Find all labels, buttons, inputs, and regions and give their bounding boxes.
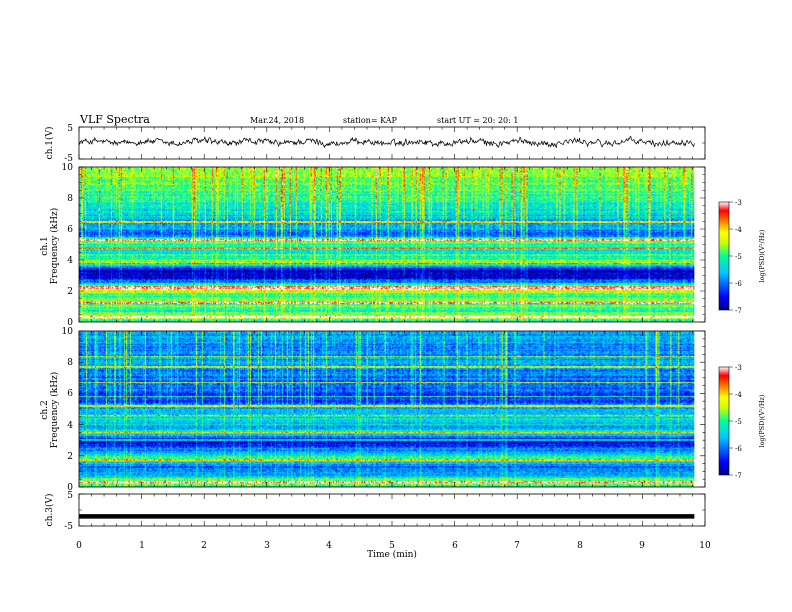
time-tick-6: 6 <box>452 541 458 551</box>
axis-tick-marks <box>78 126 706 160</box>
ch2-freq-tick-6: 6 <box>67 389 73 399</box>
ch2-colorbar-tick--7: -7 <box>735 472 742 480</box>
ch1-colorbar <box>718 201 730 311</box>
time-tick-4: 4 <box>326 541 332 551</box>
start-time-label: start UT = 20: 20: 1 <box>437 116 518 125</box>
station-label: station= KAP <box>343 116 398 125</box>
axis-tick-marks <box>78 330 706 488</box>
ch3-waveform-panel: 5 -5 ch.3(V) <box>44 491 706 532</box>
ch2-spectrogram-image <box>79 331 695 487</box>
ch1-waveform-line <box>78 135 695 149</box>
axis-tick-marks <box>78 166 706 323</box>
ch1-freq-tick-10: 10 <box>62 163 74 173</box>
ch2-freq-tick-2: 2 <box>67 452 73 462</box>
ch1-spectrogram-ticks <box>78 166 706 323</box>
axis-tick-marks <box>78 493 706 527</box>
ch1-ylabel: ch.1(V) <box>44 127 55 160</box>
ch1-colorbar-ticks <box>729 201 733 311</box>
ch1-colorbar-tick--6: -6 <box>735 280 742 288</box>
time-axis: 0 1 2 3 4 5 6 7 8 9 10 Time (min) <box>76 541 711 560</box>
ch1-spectrogram-image <box>79 167 695 322</box>
ch2-freq-tick-4: 4 <box>67 421 73 431</box>
ch1-frequency-label: Frequency (kHz) <box>49 208 60 285</box>
time-tick-1: 1 <box>139 541 145 551</box>
ch2-freq-tick-8: 8 <box>67 358 73 368</box>
time-tick-9: 9 <box>639 541 645 551</box>
time-tick-7: 7 <box>514 541 520 551</box>
ch1-freq-tick-6: 6 <box>67 225 73 235</box>
figure-title: VLF Spectra <box>79 113 150 126</box>
ch3-waveform-ticks <box>78 493 706 527</box>
ch2-frequency-label: Frequency (kHz) <box>49 372 60 449</box>
ch2-spectrogram-ticks <box>78 330 706 488</box>
ch2-colorbar <box>718 366 730 476</box>
ch1-colorbar-tick--3: -3 <box>735 199 742 207</box>
ch2-freq-tick-0: 0 <box>67 483 73 493</box>
ch1-spectrogram-panel: 0 2 4 6 8 10 ch.1 Frequency (kHz) -3 -4 … <box>40 163 766 328</box>
colorbar-tick-marks <box>729 366 733 476</box>
time-tick-8: 8 <box>577 541 583 551</box>
ch2-colorbar-tick--4: -4 <box>735 391 742 399</box>
date-label: Mar.24, 2018 <box>250 116 304 125</box>
ch2-colorbar-tick--5: -5 <box>735 418 742 426</box>
ch1-waveform-panel: 5 -5 ch.1(V) <box>44 124 706 164</box>
ch2-colorbar-tick--3: -3 <box>735 364 742 372</box>
ch2-colorbar-label: log(PSD)(V²/Hz) <box>758 394 766 447</box>
time-tick-3: 3 <box>264 541 270 551</box>
ch1-freq-tick-4: 4 <box>67 256 73 266</box>
ch1-colorbar-label: log(PSD)(V²/Hz) <box>758 229 766 282</box>
ch1-freq-tick-0: 0 <box>67 318 73 328</box>
ch2-spectrogram-panel: 0 2 4 6 8 10 ch.2 Frequency (kHz) -3 -4 … <box>40 327 766 493</box>
ch2-channel-label: ch.2 <box>40 400 50 419</box>
ch3-waveform-frame <box>78 493 706 527</box>
ch3-ylabel: ch.3(V) <box>44 494 55 527</box>
ch2-freq-tick-10: 10 <box>62 327 74 337</box>
colorbar-tick-marks <box>729 201 733 311</box>
ch1-ytick-bottom: -5 <box>64 154 73 164</box>
ch1-ytick-top: 5 <box>67 124 73 134</box>
ch1-colorbar-tick--5: -5 <box>735 253 742 261</box>
ch1-freq-tick-2: 2 <box>67 287 73 297</box>
ch1-colorbar-tick--4: -4 <box>735 226 742 234</box>
time-axis-label: Time (min) <box>367 549 417 560</box>
ch2-colorbar-tick--6: -6 <box>735 445 742 453</box>
ch3-ytick-top: 5 <box>67 491 73 501</box>
ch1-waveform-ticks <box>78 126 706 160</box>
ch1-freq-tick-8: 8 <box>67 194 73 204</box>
ch2-colorbar-ticks <box>729 366 733 476</box>
time-tick-5: 5 <box>389 541 395 551</box>
ch3-ytick-bottom: -5 <box>64 522 73 532</box>
time-tick-10: 10 <box>699 541 711 551</box>
ch1-colorbar-tick--7: -7 <box>735 307 742 315</box>
time-tick-0: 0 <box>76 541 82 551</box>
time-tick-2: 2 <box>201 541 207 551</box>
ch1-channel-label: ch.1 <box>40 236 50 255</box>
